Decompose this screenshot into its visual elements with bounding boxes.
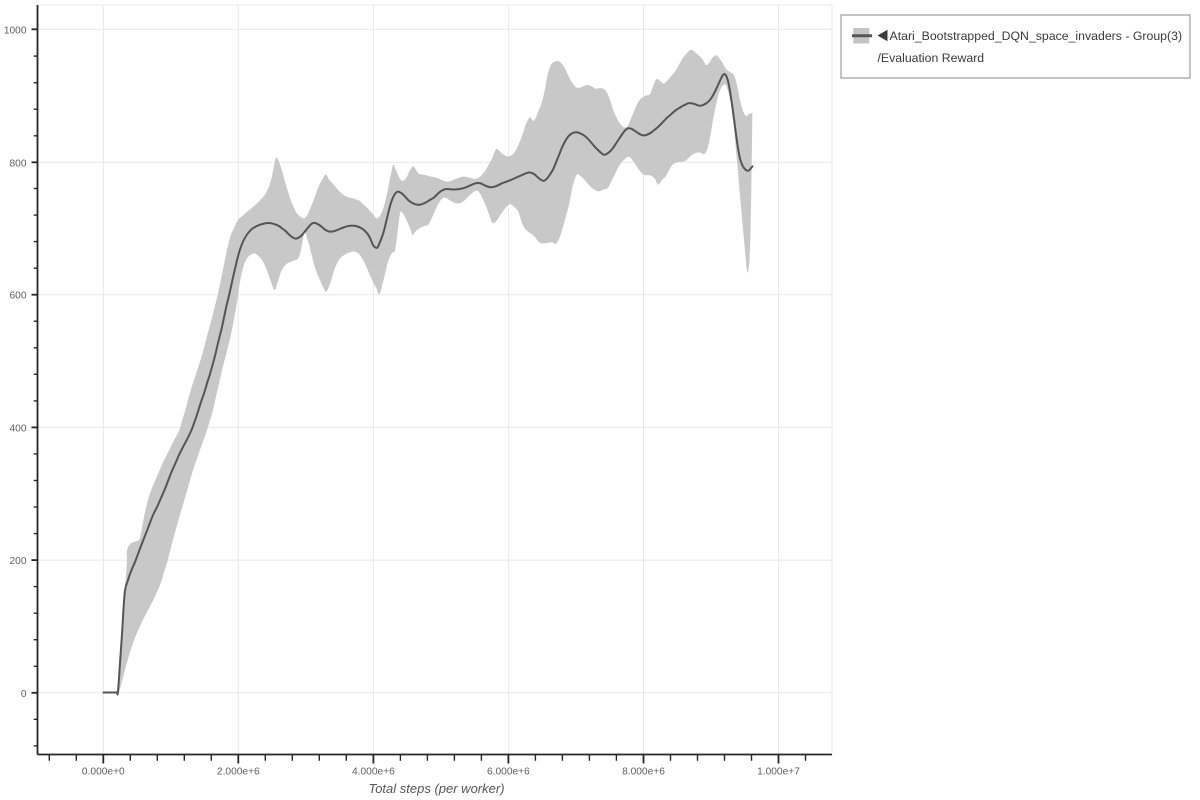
svg-text:/Evaluation Reward: /Evaluation Reward xyxy=(878,51,985,65)
svg-text:2.000e+6: 2.000e+6 xyxy=(217,766,260,777)
svg-text:200: 200 xyxy=(10,556,27,567)
svg-text:0.000e+0: 0.000e+0 xyxy=(82,766,125,777)
svg-text:400: 400 xyxy=(10,423,27,434)
svg-text:800: 800 xyxy=(10,158,27,169)
svg-text:0: 0 xyxy=(21,689,27,700)
svg-text:4.000e+6: 4.000e+6 xyxy=(352,766,395,777)
svg-text:1.000e+7: 1.000e+7 xyxy=(757,766,800,777)
svg-text:1000: 1000 xyxy=(4,25,27,36)
svg-text:Total steps (per worker): Total steps (per worker) xyxy=(368,781,504,796)
svg-text:8.000e+6: 8.000e+6 xyxy=(622,766,665,777)
svg-text:600: 600 xyxy=(10,291,27,302)
svg-text:6.000e+6: 6.000e+6 xyxy=(487,766,530,777)
svg-text:Atari_Bootstrapped_DQN_space_i: Atari_Bootstrapped_DQN_space_invaders - … xyxy=(890,29,1183,43)
